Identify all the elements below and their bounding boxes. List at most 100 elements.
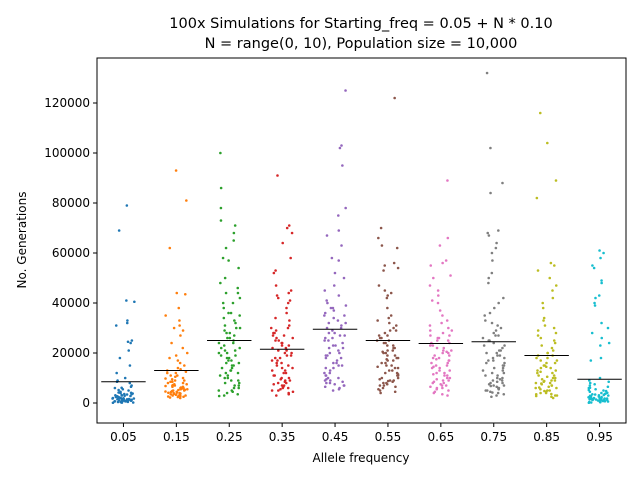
data-point	[218, 374, 222, 377]
data-point	[489, 390, 492, 394]
data-point	[182, 395, 185, 399]
data-point	[550, 392, 553, 396]
data-point	[234, 326, 238, 330]
data-point	[336, 319, 340, 322]
data-point	[177, 388, 180, 392]
data-point	[285, 349, 288, 352]
data-point	[394, 329, 398, 332]
data-point	[175, 390, 179, 394]
data-point	[548, 276, 552, 280]
data-point	[490, 395, 493, 399]
data-point	[277, 349, 280, 352]
data-point	[275, 394, 278, 397]
data-point	[227, 359, 230, 362]
data-point	[593, 382, 596, 386]
data-point	[333, 331, 336, 335]
data-point	[176, 366, 180, 370]
y-tick-label: 40000	[52, 296, 90, 310]
data-point	[238, 346, 242, 350]
data-point	[172, 326, 176, 330]
data-point	[435, 339, 439, 342]
data-point	[127, 389, 130, 392]
data-point	[323, 371, 326, 375]
data-point	[485, 361, 488, 365]
data-point	[337, 259, 341, 262]
data-point	[232, 239, 236, 242]
data-point	[333, 271, 337, 275]
data-point	[327, 346, 331, 350]
data-point	[275, 294, 279, 297]
data-point	[380, 376, 384, 380]
data-point	[555, 359, 559, 362]
data-point	[392, 326, 395, 330]
data-point	[323, 311, 327, 315]
data-point	[277, 339, 281, 342]
data-point	[331, 306, 335, 310]
data-point	[536, 371, 539, 375]
data-point	[386, 354, 389, 357]
data-point	[380, 244, 384, 247]
data-point	[388, 329, 392, 332]
data-point	[383, 371, 387, 375]
data-point	[448, 376, 452, 380]
data-point	[270, 369, 274, 372]
data-point	[550, 379, 553, 382]
data-point	[274, 284, 278, 287]
data-point	[231, 390, 234, 394]
data-point	[131, 401, 135, 404]
data-point	[539, 336, 543, 340]
data-point	[487, 276, 491, 280]
data-point	[377, 284, 381, 287]
data-point	[277, 389, 280, 392]
data-point	[553, 341, 557, 345]
data-point	[394, 324, 398, 327]
data-point	[444, 259, 448, 262]
data-point	[337, 387, 341, 391]
data-point	[337, 229, 341, 232]
data-point	[286, 386, 290, 390]
data-point	[445, 364, 449, 367]
data-point	[396, 366, 400, 370]
data-point	[337, 364, 340, 367]
data-point	[230, 366, 234, 370]
data-point	[382, 384, 386, 387]
data-point	[391, 344, 395, 347]
data-point	[126, 319, 129, 322]
data-point	[225, 351, 229, 355]
x-tick-label: 0.05	[110, 430, 137, 444]
data-point	[117, 396, 121, 400]
data-point	[382, 381, 385, 385]
data-point	[220, 366, 224, 370]
data-point	[492, 341, 496, 345]
data-point	[552, 326, 556, 330]
data-point	[287, 364, 290, 367]
strip-group-0.75	[481, 71, 506, 399]
data-point	[122, 397, 125, 401]
data-point	[169, 374, 173, 377]
data-point	[450, 329, 454, 332]
data-point	[396, 266, 400, 270]
data-point	[481, 369, 485, 372]
data-point	[224, 361, 228, 365]
data-point	[545, 361, 548, 365]
data-point	[442, 349, 445, 352]
data-point	[437, 336, 441, 340]
data-point	[542, 319, 545, 322]
data-point	[166, 381, 170, 385]
data-point	[588, 384, 592, 387]
data-point	[387, 369, 391, 372]
y-axis: 0 20000 40000 60000 80000 100000 120000	[44, 96, 97, 410]
data-point	[499, 326, 503, 330]
y-tick-label: 20000	[52, 346, 90, 360]
data-point	[486, 231, 490, 235]
data-point	[546, 351, 549, 355]
data-point	[384, 341, 387, 345]
data-point	[126, 340, 130, 344]
data-point	[428, 284, 432, 287]
data-point	[287, 344, 291, 347]
data-point	[447, 389, 450, 392]
data-point	[384, 361, 387, 365]
data-point	[274, 269, 277, 272]
plot-area	[101, 71, 622, 405]
data-point	[501, 381, 504, 385]
